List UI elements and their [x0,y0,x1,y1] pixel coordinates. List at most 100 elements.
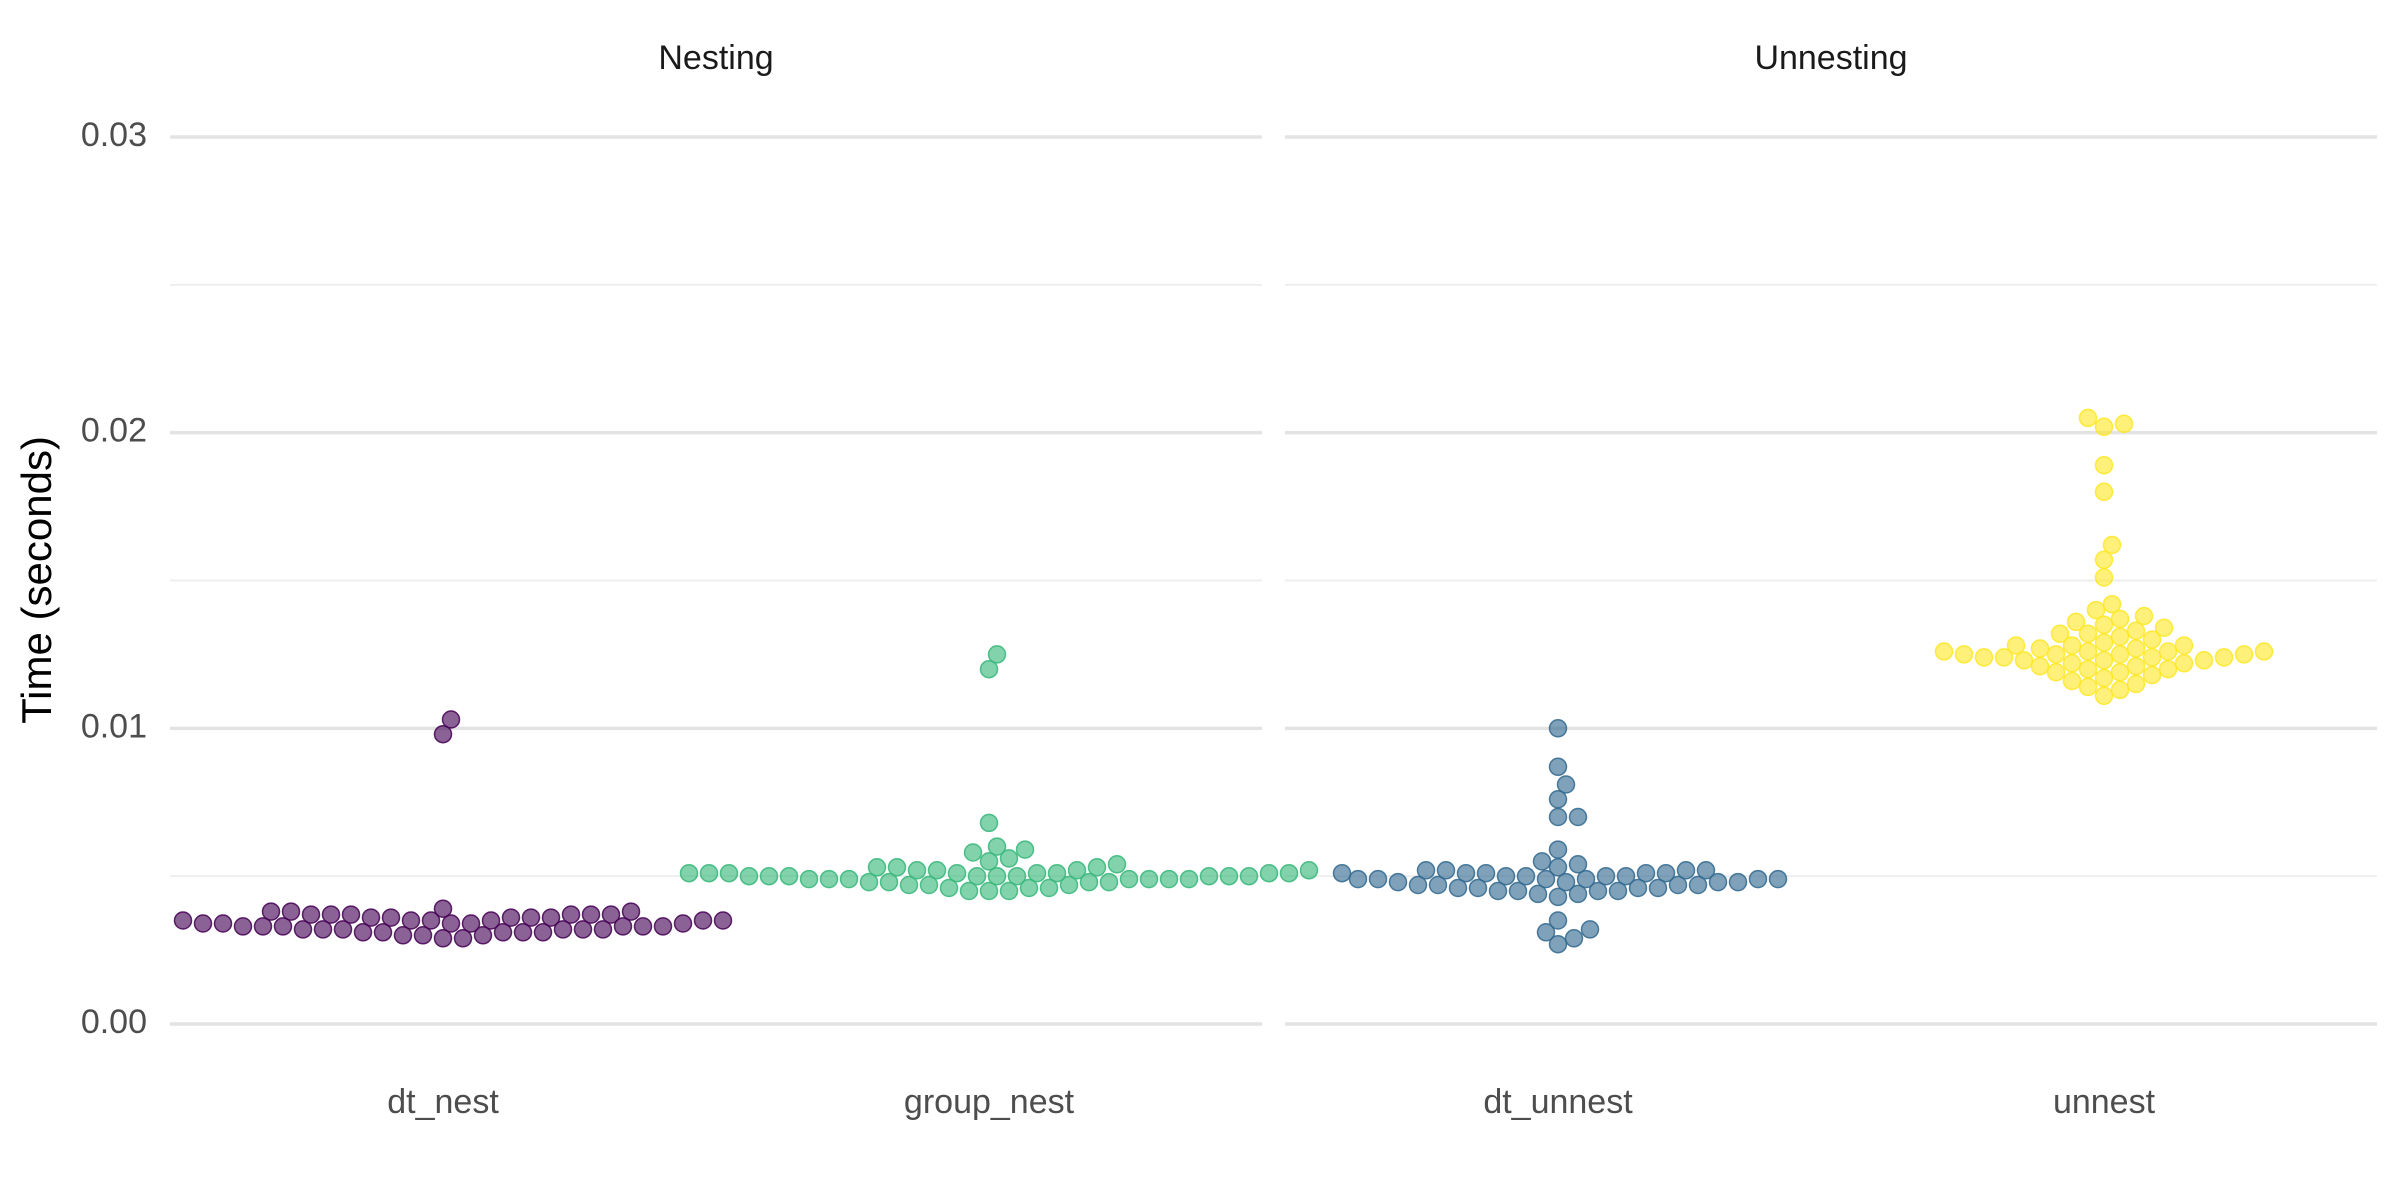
data-point [341,905,361,924]
data-point [1548,858,1568,877]
data-point [313,920,333,939]
data-point [959,881,979,901]
data-point [333,920,353,939]
data-point [887,858,907,877]
x-category-label: dt_nest [387,1083,499,1121]
data-point [1608,881,1628,901]
data-point [261,902,281,921]
data-point [1588,881,1608,901]
data-point [1107,855,1127,874]
y-tick-label: 0.01 [81,707,147,745]
data-point [2102,535,2122,555]
data-point [1179,869,1199,889]
data-point [501,908,521,927]
data-point [633,917,653,936]
data-point [1536,869,1556,889]
data-point [1476,863,1496,883]
data-point [2094,417,2114,437]
data-point [867,858,887,877]
data-point [373,923,393,942]
data-point [1556,872,1576,892]
data-point [2094,482,2114,502]
data-point [1576,869,1596,889]
data-point [987,837,1007,856]
data-point [2154,618,2174,638]
data-point [899,875,919,895]
data-point [1428,875,1448,895]
data-point [2078,677,2098,697]
data-point [979,813,999,833]
data-point [1508,881,1528,901]
data-point [2142,665,2162,685]
data-point [193,914,213,933]
data-point [1954,645,1974,664]
data-point [2110,680,2130,700]
data-point [361,908,381,927]
chart-text: Time (seconds) 0.00 0.01 0.02 0.03 Nesting dt… [13,39,2155,1121]
data-point [2094,550,2114,570]
data-point [2030,639,2050,658]
data-point [979,659,999,679]
data-point [699,863,719,883]
data-point [1199,866,1219,886]
data-point [2174,654,2194,673]
y-axis-title: Time (seconds) [13,436,60,724]
data-point [1656,863,1676,883]
data-point [1568,855,1588,874]
data-point [1099,872,1119,892]
data-point [2094,668,2114,688]
data-point [1139,869,1159,889]
data-point [421,911,441,930]
data-point [1047,863,1067,883]
data-point [719,863,739,883]
data-point [987,645,1007,664]
data-point [999,849,1019,868]
data-point [1039,878,1059,898]
data-point [301,905,321,924]
data-point [2086,600,2106,620]
data-point [2174,636,2194,655]
data-point [963,843,983,862]
gridlines [170,135,2377,1026]
x-category-label: dt_unnest [1483,1083,1633,1121]
data-point [2078,624,2098,643]
data-point [2126,674,2146,694]
data-point [947,863,967,883]
data-point [1536,923,1556,942]
data-point [2126,639,2146,658]
data-point [381,908,401,927]
data-point [819,869,839,889]
data-point [1568,807,1588,827]
data-point [2126,621,2146,641]
data-point [2094,633,2114,652]
data-point [1688,875,1708,895]
data-point [2254,642,2274,661]
data-point [553,920,573,939]
data-point [2194,651,2214,670]
data-point [2110,662,2130,682]
data-point [2114,414,2134,434]
data-point [1696,861,1716,880]
data-point [1548,911,1568,930]
data-point [1332,863,1352,883]
data-point [1548,934,1568,954]
data-point [1279,863,1299,883]
data-point [2094,615,2114,635]
data-point [713,911,733,930]
data-point [593,920,613,939]
data-point [2142,648,2162,667]
data-point [401,911,421,930]
data-point [2158,659,2178,679]
data-point [919,875,939,895]
data-point [353,923,373,942]
data-point [1708,872,1728,892]
data-point [1748,869,1768,889]
data-point [433,899,453,918]
data-point [2102,594,2122,614]
x-category-label: unnest [2053,1083,2156,1121]
data-point [1087,858,1107,877]
data-point [1067,861,1087,880]
data-point [1548,807,1568,827]
data-point [1496,866,1516,886]
data-points [173,408,2274,954]
